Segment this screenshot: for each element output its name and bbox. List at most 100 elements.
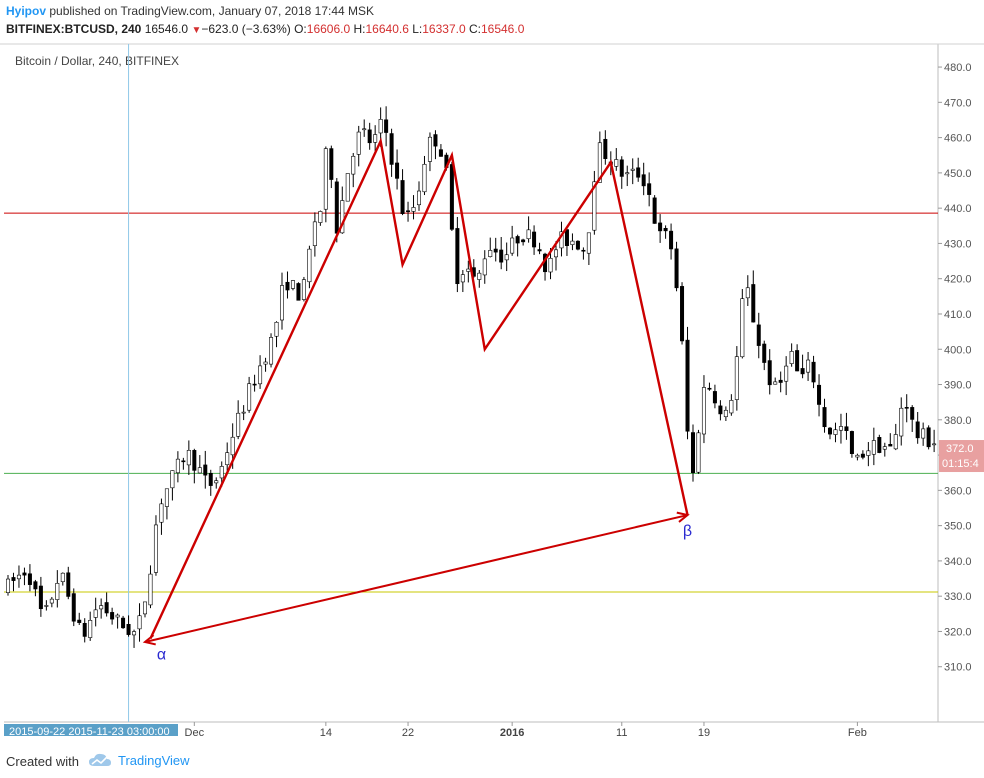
- arrow-head-end: [676, 511, 690, 523]
- candle-up: [153, 524, 158, 573]
- candle-down: [844, 426, 849, 431]
- tradingview-cloud-icon: [89, 753, 111, 766]
- arrow-head-start: [142, 634, 156, 646]
- candle-down: [110, 612, 115, 620]
- candle-down: [203, 464, 208, 476]
- candle-up: [477, 272, 482, 280]
- candle-up: [132, 631, 137, 636]
- low-label: L:: [412, 22, 423, 36]
- candle-down: [104, 602, 109, 614]
- close-label: C:: [468, 22, 481, 36]
- candle-up: [855, 454, 860, 458]
- candle-down: [641, 174, 646, 187]
- candle-down: [77, 619, 82, 623]
- candle-up: [170, 470, 175, 489]
- candle-down: [389, 133, 394, 165]
- candle-up: [88, 620, 93, 638]
- candle-up: [236, 412, 241, 437]
- candle-up: [773, 381, 778, 385]
- candle-up: [214, 480, 219, 484]
- candle-up: [625, 172, 630, 175]
- candle-down: [756, 324, 761, 346]
- ohlc-legend: BITFINEX:BTCUSD, 240 16546.0 ▼−623.0 (−3…: [6, 22, 524, 36]
- x-tick-label: 2016: [500, 727, 524, 736]
- candle-up: [921, 428, 926, 439]
- y-tick-label: 330.0: [944, 591, 972, 603]
- candle-up: [833, 429, 838, 435]
- candle-up: [241, 411, 246, 414]
- candle-down: [126, 624, 131, 635]
- chart-title: Bitcoin / Dollar, 240, BITFINEX: [15, 54, 179, 68]
- candle-up: [307, 248, 312, 283]
- open-label: O:: [294, 22, 307, 36]
- candle-down: [11, 577, 16, 581]
- candle-up: [93, 609, 98, 618]
- candle-up: [871, 440, 876, 455]
- candle-up: [806, 359, 811, 373]
- y-tick-label: 350.0: [944, 521, 972, 533]
- y-tick-label: 310.0: [944, 662, 972, 674]
- candle-down: [564, 229, 569, 247]
- candle-down: [433, 134, 438, 147]
- beta-annotation: β: [683, 523, 692, 540]
- candle-down: [877, 437, 882, 453]
- candle-down: [652, 197, 657, 224]
- x-tick-label: 19: [698, 727, 710, 736]
- candle-up: [745, 287, 750, 299]
- candle-down: [888, 444, 893, 447]
- candle-up: [784, 365, 789, 382]
- candle-down: [581, 249, 586, 252]
- candle-up: [269, 337, 274, 365]
- candle-up: [186, 450, 191, 466]
- candle-up: [482, 258, 487, 276]
- candle-down: [515, 236, 520, 244]
- candle-up: [143, 601, 148, 615]
- date-range-label: 2015-09-22 2015-11-23 03:00:00: [9, 726, 170, 736]
- candle-down: [712, 391, 717, 404]
- candle-up: [247, 383, 252, 411]
- created-with-text: Created with: [6, 754, 79, 769]
- candle-down: [367, 129, 372, 144]
- author-link[interactable]: Hyipov: [6, 4, 47, 18]
- chart-area[interactable]: Bitcoin / Dollar, 240, BITFINEX 310.0 320.…: [0, 42, 984, 736]
- date-range-box: [4, 724, 178, 736]
- chart-header: Hyipov published on TradingView.com, Jan…: [0, 0, 984, 42]
- candle-up: [548, 257, 553, 273]
- candle-up: [729, 400, 734, 414]
- zigzag-pattern-line: [149, 137, 689, 640]
- candle-up: [44, 605, 49, 607]
- y-tick-label: 460.0: [944, 133, 972, 145]
- y-tick-label: 380.0: [944, 415, 972, 427]
- candle-up: [230, 436, 235, 456]
- candle-up: [422, 163, 427, 193]
- candle-up: [723, 409, 728, 418]
- candle-up: [6, 578, 11, 593]
- candlestick-chart[interactable]: Bitcoin / Dollar, 240, BITFINEX 310.0 320.…: [0, 42, 984, 736]
- candle-down: [192, 450, 197, 471]
- candle-down: [778, 379, 783, 383]
- candles-group: [6, 106, 937, 648]
- symbol-label: BITFINEX:BTCUSD, 240: [6, 22, 142, 36]
- candle-down: [38, 585, 43, 610]
- y-tick-label: 320.0: [944, 626, 972, 638]
- candle-down: [334, 181, 339, 234]
- candle-down: [499, 249, 504, 263]
- candle-down: [449, 164, 454, 230]
- candle-up: [466, 268, 471, 272]
- candle-down: [438, 149, 443, 157]
- down-triangle-icon: ▼: [191, 25, 202, 36]
- candle-up: [416, 190, 421, 206]
- candle-down: [181, 460, 186, 463]
- candle-up: [219, 466, 224, 479]
- candle-up: [570, 240, 575, 245]
- chart-background: [0, 42, 984, 736]
- candle-up: [175, 458, 180, 474]
- tradingview-logo[interactable]: TradingView: [88, 752, 190, 768]
- candle-down: [915, 421, 920, 439]
- candle-down: [493, 248, 498, 253]
- candle-up: [99, 605, 104, 610]
- candle-down: [718, 405, 723, 415]
- candle-up: [696, 432, 701, 473]
- high-value: 16640.6: [365, 22, 409, 36]
- last-price-tag: [939, 440, 984, 473]
